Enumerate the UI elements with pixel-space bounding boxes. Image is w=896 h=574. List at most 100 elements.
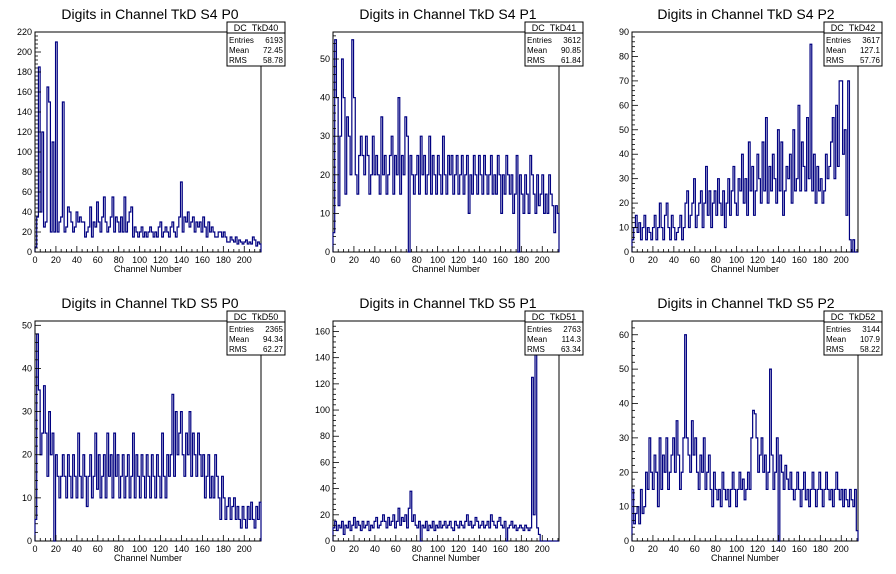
- x-tick-label: 140: [472, 255, 487, 265]
- histogram-series: [631, 334, 859, 542]
- stats-value-rms: 58.22: [860, 345, 881, 354]
- histogram-name: DC_TkD41: [532, 23, 577, 33]
- y-tick-label: 40: [619, 399, 629, 409]
- stats-value-rms: 61.84: [561, 56, 582, 65]
- y-tick-label: 80: [320, 431, 330, 441]
- y-tick-label: 10: [619, 223, 629, 233]
- x-tick-label: 60: [93, 544, 103, 554]
- stats-value-entries: 6193: [265, 36, 283, 45]
- y-tick-label: 140: [17, 107, 32, 117]
- stats-box: DC_TkD41 Entries 3612 Mean 90.85 RMS 61.84: [524, 21, 584, 67]
- stats-value-rms: 58.78: [263, 56, 284, 65]
- x-tick-label: 200: [535, 255, 550, 265]
- stats-box: DC_TkD51 Entries 2763 Mean 114.3 RMS 63.34: [524, 310, 584, 356]
- x-tick-label: 140: [771, 544, 786, 554]
- stats-box: DC_TkD52 Entries 3144 Mean 107.9 RMS 58.22: [823, 310, 883, 356]
- x-tick-label: 200: [834, 255, 849, 265]
- x-tick-label: 180: [813, 544, 828, 554]
- x-tick-label: 20: [648, 255, 658, 265]
- x-tick-label: 0: [32, 255, 37, 265]
- y-tick-label: 160: [17, 87, 32, 97]
- y-tick-label: 80: [22, 167, 32, 177]
- y-tick-label: 20: [320, 170, 330, 180]
- x-tick-label: 120: [153, 255, 168, 265]
- stats-value-entries: 3612: [563, 36, 581, 45]
- x-tick-label: 100: [132, 544, 147, 554]
- x-tick-label: 120: [451, 255, 466, 265]
- x-tick-label: 160: [493, 544, 508, 554]
- x-tick-label: 40: [370, 544, 380, 554]
- y-tick-label: 10: [320, 208, 330, 218]
- stats-value-entries: 3617: [862, 36, 880, 45]
- histogram-series: [34, 41, 262, 252]
- plot-frame: [34, 31, 262, 253]
- y-tick-label: 30: [619, 174, 629, 184]
- stats-value-mean: 127.1: [860, 46, 881, 55]
- y-tick-label: 100: [315, 405, 330, 415]
- x-tick-label: 20: [648, 544, 658, 554]
- x-tick-label: 160: [195, 255, 210, 265]
- x-axis-label: Channel Number: [114, 553, 182, 563]
- x-axis-label: Channel Number: [412, 553, 480, 563]
- x-tick-label: 40: [370, 255, 380, 265]
- stats-label-mean: Mean: [527, 335, 547, 344]
- plot-frame: [631, 31, 859, 253]
- stats-label-mean: Mean: [527, 46, 547, 55]
- y-tick-label: 10: [22, 493, 32, 503]
- histogram-panel-DC_TkD50: Digits in Channel TkD S5 P00 20 40 60 80 100 1…: [22, 295, 286, 563]
- histogram-panel-DC_TkD40: Digits in Channel TkD S4 P0 0 20 40 60 80 100 1…: [17, 6, 286, 274]
- histogram-panel-DC_TkD52: Digits in Channel TkD S5 P20 20 40 60 80 100 1…: [619, 295, 883, 563]
- stats-label-rms: RMS: [527, 56, 545, 65]
- x-tick-label: 0: [330, 544, 335, 554]
- x-tick-label: 100: [430, 255, 445, 265]
- x-tick-label: 140: [174, 255, 189, 265]
- y-tick-label: 50: [22, 320, 32, 330]
- y-tick-label: 0: [27, 247, 32, 257]
- y-tick-label: 80: [619, 51, 629, 61]
- x-tick-label: 180: [514, 255, 529, 265]
- x-tick-label: 180: [514, 544, 529, 554]
- y-tick-label: 30: [619, 433, 629, 443]
- x-tick-label: 80: [412, 544, 422, 554]
- x-tick-label: 100: [729, 255, 744, 265]
- x-tick-label: 60: [93, 255, 103, 265]
- stats-label-rms: RMS: [826, 56, 844, 65]
- y-tick-label: 40: [22, 207, 32, 217]
- x-tick-label: 20: [349, 255, 359, 265]
- x-tick-label: 60: [690, 255, 700, 265]
- y-tick-label: 120: [17, 127, 32, 137]
- stats-value-mean: 94.34: [263, 335, 284, 344]
- y-tick-label: 180: [17, 67, 32, 77]
- x-tick-label: 140: [771, 255, 786, 265]
- x-tick-label: 200: [834, 544, 849, 554]
- y-tick-label: 70: [619, 76, 629, 86]
- x-tick-label: 160: [195, 544, 210, 554]
- x-tick-label: 100: [729, 544, 744, 554]
- x-tick-label: 100: [430, 544, 445, 554]
- stats-value-mean: 107.9: [860, 335, 881, 344]
- x-tick-label: 20: [51, 255, 61, 265]
- x-tick-label: 160: [493, 255, 508, 265]
- histogram-series: [332, 343, 559, 542]
- x-tick-label: 80: [412, 255, 422, 265]
- y-tick-label: 0: [325, 536, 330, 546]
- y-tick-label: 220: [17, 27, 32, 37]
- x-tick-label: 80: [114, 544, 124, 554]
- chart-title: Digits in Channel TkD S5 P2: [657, 295, 834, 311]
- y-tick-label: 60: [320, 457, 330, 467]
- stats-label-entries: Entries: [229, 36, 254, 45]
- x-axis-label: Channel Number: [412, 264, 480, 274]
- x-tick-label: 200: [237, 544, 252, 554]
- y-tick-label: 200: [17, 47, 32, 57]
- y-tick-label: 100: [17, 147, 32, 157]
- y-tick-label: 20: [320, 510, 330, 520]
- histogram-series: [34, 333, 262, 542]
- histogram-name: DC_TkD42: [831, 23, 876, 33]
- y-tick-label: 20: [619, 467, 629, 477]
- chart-title: Digits in Channel TkD S5 P0: [61, 295, 238, 311]
- stats-label-rms: RMS: [229, 56, 247, 65]
- y-tick-label: 10: [619, 502, 629, 512]
- stats-value-mean: 90.85: [561, 46, 582, 55]
- stats-label-rms: RMS: [826, 345, 844, 354]
